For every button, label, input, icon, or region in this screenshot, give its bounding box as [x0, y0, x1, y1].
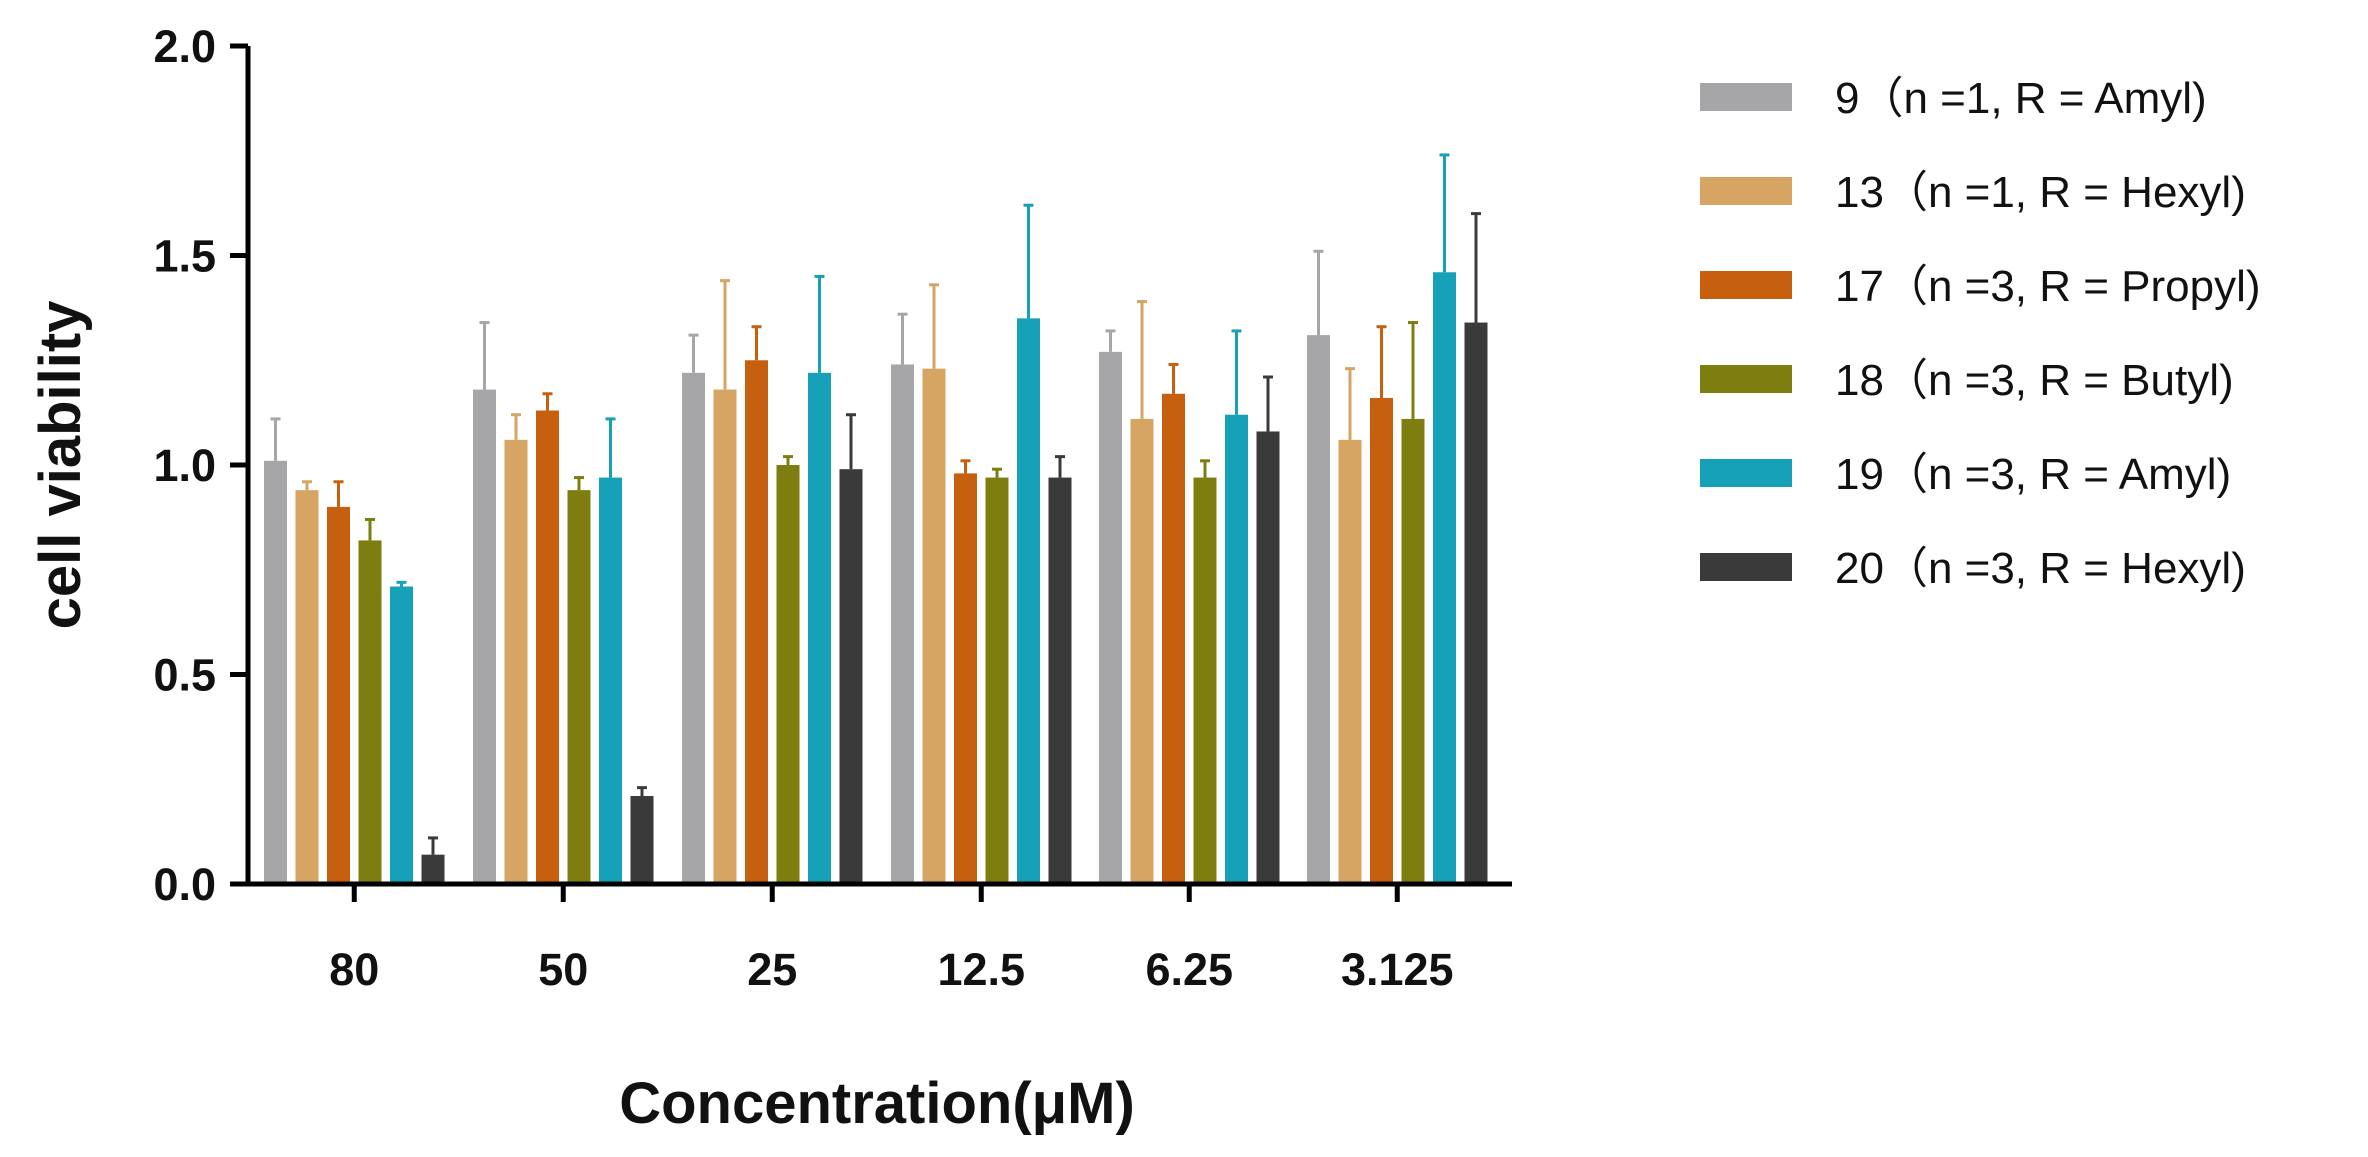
bar [985, 477, 1009, 884]
y-tick-label: 2.0 [153, 21, 216, 72]
bar [504, 439, 528, 884]
bar [1464, 322, 1488, 884]
legend-swatch [1700, 271, 1792, 299]
bar [1401, 418, 1425, 884]
y-tick-label: 1.0 [153, 440, 216, 491]
bar [358, 540, 382, 884]
x-tick-label: 50 [538, 944, 588, 995]
bar [536, 410, 559, 884]
error-bars-layer [270, 153, 1481, 855]
bar [473, 389, 496, 884]
bar [264, 460, 287, 884]
bar [745, 360, 768, 884]
legend-swatch [1700, 177, 1792, 205]
bar [713, 389, 737, 884]
legend-swatch [1700, 553, 1792, 581]
x-axis-title: Concentration(μM) [619, 1071, 1135, 1136]
bar [682, 372, 705, 884]
bar [599, 477, 622, 884]
y-ticks-layer: 0.0 0.5 1.0 1.5 2.0 [153, 21, 248, 910]
bar [1370, 397, 1393, 884]
bar [1338, 439, 1362, 884]
bar [567, 490, 591, 884]
bar [630, 796, 654, 884]
bar [808, 372, 831, 884]
legend-swatch [1700, 459, 1792, 487]
bar [1225, 414, 1248, 884]
bar [891, 364, 914, 884]
bar [1193, 477, 1217, 884]
bar [390, 586, 413, 884]
legend-label: 20（n =3, R = Hexyl) [1835, 544, 2246, 593]
bar [1017, 318, 1040, 885]
legend-label: 9（n =1, R = Amyl) [1835, 74, 2207, 123]
legend-label: 13（n =1, R = Hexyl) [1835, 168, 2246, 217]
bar [922, 368, 946, 884]
y-tick-label: 1.5 [153, 231, 216, 282]
bars-layer [264, 272, 1488, 885]
y-tick-label: 0.5 [153, 650, 216, 701]
y-axis-title: cell viability [28, 301, 93, 630]
bar [776, 465, 800, 884]
legend: 9（n =1, R = Amyl) 13（n =1, R = Hexyl) 17（n… [1700, 74, 2261, 593]
bar [327, 506, 350, 884]
y-tick-label: 0.0 [153, 859, 216, 910]
bar [1130, 418, 1154, 884]
legend-label: 18（n =3, R = Butyl) [1835, 356, 2234, 405]
bar [295, 490, 319, 884]
legend-label: 17（n =3, R = Propyl) [1835, 262, 2261, 311]
x-tick-label: 80 [329, 944, 379, 995]
legend-swatch [1700, 83, 1792, 111]
bar [1048, 477, 1072, 884]
legend-swatch [1700, 365, 1792, 393]
x-tick-label: 12.5 [937, 944, 1025, 995]
x-ticks-layer: 80 50 25 12.5 6.25 3.125 [329, 884, 1454, 995]
x-tick-label: 25 [747, 944, 797, 995]
bar [1256, 431, 1280, 884]
bar [839, 469, 863, 884]
bar [1307, 335, 1330, 884]
bar [1162, 393, 1185, 884]
x-tick-label: 3.125 [1341, 944, 1454, 995]
legend-label: 19（n =3, R = Amyl) [1835, 450, 2231, 499]
bar [421, 854, 445, 884]
bar [1433, 272, 1456, 884]
bar [1099, 351, 1122, 884]
x-tick-label: 6.25 [1145, 944, 1233, 995]
bar [954, 473, 977, 884]
